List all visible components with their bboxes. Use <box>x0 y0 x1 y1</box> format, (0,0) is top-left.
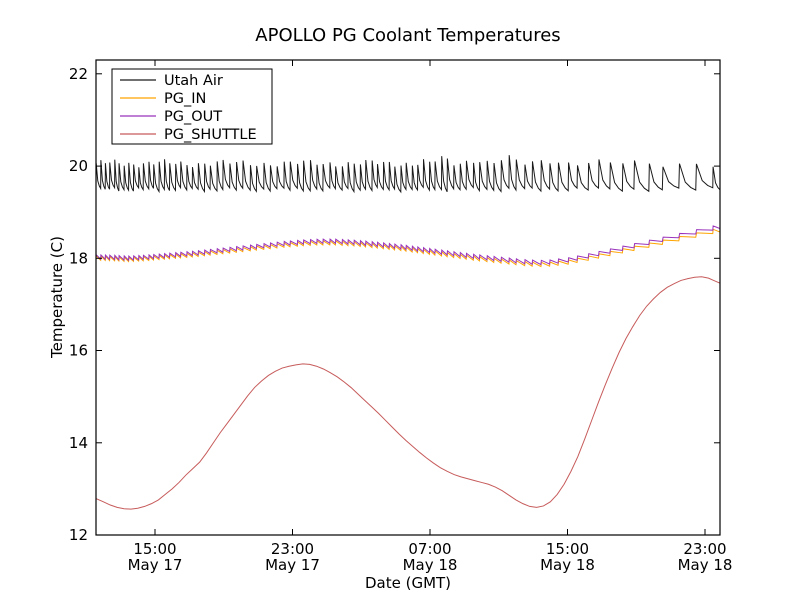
chart-title: APOLLO PG Coolant Temperatures <box>255 25 560 46</box>
y-tick-label: 14 <box>69 434 88 452</box>
series-pg-in-line <box>96 228 720 268</box>
y-tick-label: 16 <box>69 342 88 360</box>
legend-box <box>111 68 273 145</box>
x-tick-label-date: May 18 <box>540 556 595 574</box>
x-tick-label-time: 15:00 <box>133 540 176 558</box>
x-tick-label-time: 15:00 <box>546 540 589 558</box>
legend-label-utah-air: Utah Air <box>164 73 223 89</box>
x-tick-label-date: May 17 <box>128 556 183 574</box>
x-tick-label-time: 23:00 <box>271 540 314 558</box>
y-tick-label: 12 <box>69 526 88 544</box>
x-tick-label-time: 07:00 <box>408 540 451 558</box>
plot-series <box>96 155 720 510</box>
series-utah-air-line <box>96 155 720 194</box>
legend-label-pg-shuttle: PG_SHUTTLE <box>164 127 257 143</box>
series-pg-shuttle-line <box>96 276 720 510</box>
x-tick-label-date: May 18 <box>403 556 458 574</box>
x-tick-label-date: May 17 <box>265 556 320 574</box>
x-tick-label-date: May 18 <box>678 556 733 574</box>
series-pg-out-line <box>96 225 720 266</box>
y-tick-label: 18 <box>69 249 88 267</box>
y-tick-label: 22 <box>69 65 88 83</box>
x-axis-label: Date (GMT) <box>365 574 451 592</box>
x-tick-label-time: 23:00 <box>683 540 726 558</box>
chart-legend: Utah Air PG_IN PG_OUT PG_SHUTTLE <box>111 68 273 145</box>
plot-border <box>95 59 721 536</box>
y-tick-label: 20 <box>69 157 88 175</box>
legend-label-pg-in: PG_IN <box>164 91 206 107</box>
legend-label-pg-out: PG_OUT <box>164 109 222 125</box>
y-axis-label: Temperature (C) <box>48 236 66 359</box>
